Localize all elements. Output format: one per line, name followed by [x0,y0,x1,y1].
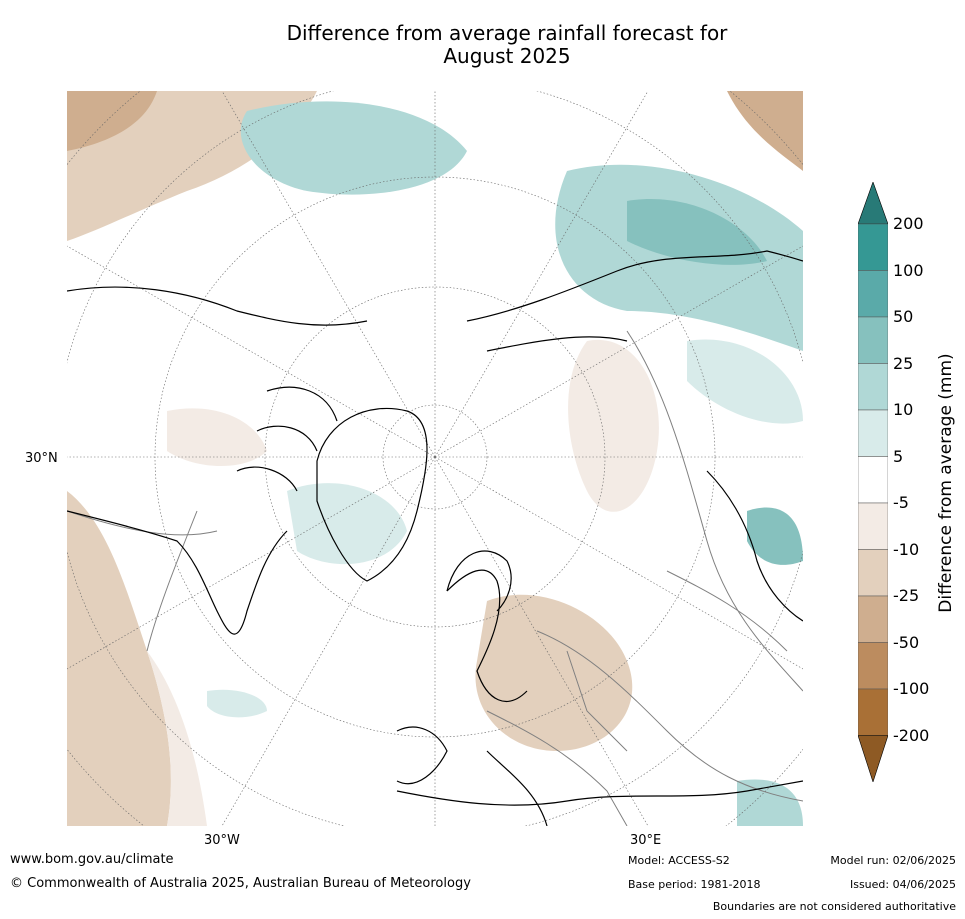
wet-region-northeast-africa [737,779,803,826]
lon-label-30e: 30°E [630,833,662,848]
coastline-scandinavia [446,550,512,612]
colorbar-tick-label: 10 [893,400,914,419]
colorbar-svg [857,181,889,783]
graticule [67,91,803,826]
dry-region-pacific [167,408,267,466]
colorbar-tick-label: -10 [893,539,920,559]
dry-region-northwest-core [67,91,157,151]
colorbar-title: Difference from average (mm) [936,353,956,613]
colorbar-block [857,642,889,690]
colorbar-block [857,270,889,318]
base-period-text: Base period: 1981-2018 [628,878,761,891]
wet-region-north-atlantic [287,483,407,565]
wet-region-west-pacific [207,689,267,718]
coastline-greenland [316,407,428,582]
wet-region-east-asia [687,339,803,424]
colorbar-block [857,223,889,271]
coastlines [67,250,803,826]
lat-label-30n: 30°N [25,451,58,466]
wet-region-north-pacific [240,101,467,195]
dry-region-southwest-edge [147,651,207,826]
coastline-siberia [466,250,803,352]
lon-label-30w: 30°W [204,833,240,848]
colorbar-block [857,363,889,411]
wet-region-east [747,507,803,565]
title-line-1: Difference from average rainfall forecas… [286,21,728,45]
colorbar-block [857,316,889,364]
colorbar-tick-label: 100 [893,260,924,280]
wet-region-siberia-core [627,199,767,265]
colorbar-tick-label: 200 [893,214,924,233]
colorbar-extension-top [857,181,889,225]
colorbar-block [857,502,889,550]
map-canvas [67,91,803,826]
colorbar-tick-label: -200 [893,725,930,745]
url-link[interactable]: www.bom.gov.au/climate [10,852,174,867]
colorbar-tick-label: -25 [893,586,920,605]
colorbar-extension-bottom [857,735,889,783]
colorbar-block [857,409,889,457]
colorbar-block [857,549,889,597]
colorbar-tick-label: 50 [893,307,914,326]
copyright-text: © Commonwealth of Australia 2025, Austra… [10,876,471,891]
issued-text: Issued: 04/06/2025 [849,878,956,891]
coastline-europe [396,569,548,826]
dry-region-asia [568,339,659,512]
colorbar-block [857,688,889,736]
colorbar-tick-label: 25 [893,353,914,373]
colorbar [857,181,889,783]
disclaimer-text: Boundaries are not considered authoritat… [712,900,956,913]
coastline-north-america [67,286,368,635]
colorbar-block [857,456,889,504]
colorbar-tick-label: -50 [893,632,920,652]
colorbar-tick-label: -100 [893,679,930,698]
coastline-arctic-canada [236,386,338,492]
coastline-east-asia [706,470,803,622]
dry-region-europe [475,594,633,751]
national-boundaries [67,330,803,826]
model-run-text: Model run: 02/06/2025 [830,854,956,867]
model-text: Model: ACCESS-S2 [628,854,730,867]
colorbar-block [857,595,889,643]
colorbar-tick-label: -5 [893,493,909,512]
bom-url[interactable]: www.bom.gov.au/climate [10,852,174,867]
coastline-mediterranean [396,780,803,806]
rainfall-anomaly-map[interactable] [67,91,803,826]
dry-region-southwest [67,491,171,826]
colorbar-tick-label: 5 [893,446,904,466]
title-line-2: August 2025 [443,44,571,68]
dry-region-northeast [727,91,803,171]
map-title: Difference from average rainfall forecas… [200,22,814,68]
